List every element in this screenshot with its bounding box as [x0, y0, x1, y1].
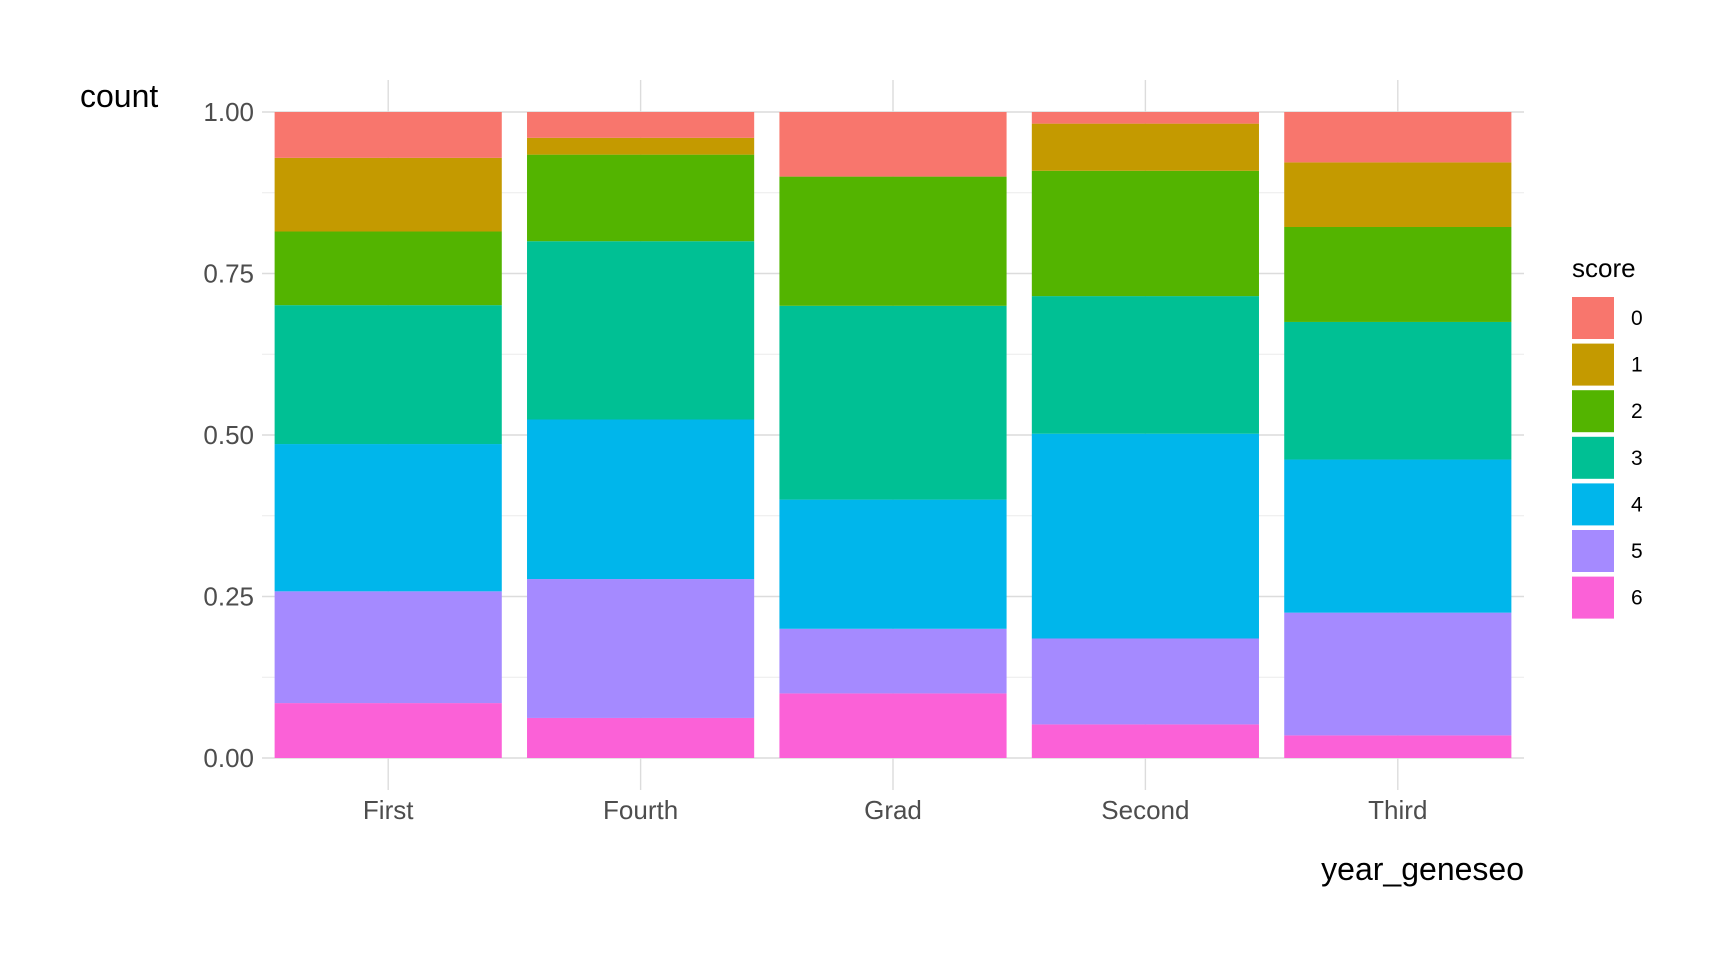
- bar-segment-grad-score-4: [779, 499, 1007, 629]
- legend-title: score: [1572, 253, 1636, 283]
- y-tick-label: 0.25: [203, 582, 254, 612]
- bar-segment-third-score-3: [1284, 321, 1512, 460]
- legend-label: 4: [1631, 493, 1643, 516]
- legend-label: 0: [1631, 307, 1643, 330]
- bar-segment-fourth-score-5: [527, 579, 755, 718]
- legend-key-0: [1572, 297, 1614, 339]
- bar-segment-grad-score-6: [779, 693, 1007, 758]
- bar-segment-second-score-6: [1031, 724, 1259, 758]
- y-tick-label: 0.75: [203, 259, 254, 289]
- bar-segment-fourth-score-6: [527, 717, 755, 758]
- x-tick-label: Second: [1101, 795, 1189, 825]
- bar-segment-third-score-0: [1284, 112, 1512, 163]
- bar-segment-fourth-score-2: [527, 154, 755, 242]
- x-tick-label: Third: [1368, 795, 1427, 825]
- y-axis-title: count: [80, 78, 158, 114]
- y-tick-label: 0.00: [203, 743, 254, 773]
- bar-segment-fourth-score-4: [527, 419, 755, 580]
- legend-label: 3: [1631, 447, 1643, 470]
- x-axis-ticks: First Fourth Grad Second Third: [363, 795, 1427, 825]
- y-tick-label: 1.00: [203, 97, 254, 127]
- bar-segment-second-score-3: [1031, 296, 1259, 434]
- legend-label: 2: [1631, 400, 1643, 423]
- legend-label: 1: [1631, 354, 1643, 377]
- bar-segment-first-score-1: [274, 157, 502, 232]
- legend-key-3: [1572, 436, 1614, 479]
- x-tick-label: Grad: [864, 795, 922, 825]
- bar-segment-grad-score-0: [779, 112, 1007, 177]
- legend-key-2: [1572, 390, 1614, 433]
- bar-segment-second-score-2: [1031, 170, 1259, 297]
- bar-segment-first-score-0: [274, 112, 502, 158]
- bar-segment-third-score-6: [1284, 735, 1512, 758]
- bar-segment-third-score-1: [1284, 162, 1512, 227]
- x-tick-label: First: [363, 795, 414, 825]
- bar-segment-second-score-0: [1031, 112, 1259, 124]
- bar-segment-second-score-4: [1031, 433, 1259, 639]
- bars: [274, 112, 1512, 758]
- y-tick-label: 0.50: [203, 420, 254, 450]
- bar-segment-grad-score-3: [779, 305, 1007, 500]
- bar-segment-third-score-4: [1284, 459, 1512, 613]
- bar-segment-first-score-5: [274, 591, 502, 704]
- bar-segment-second-score-1: [1031, 123, 1259, 171]
- bar-segment-fourth-score-3: [527, 241, 755, 420]
- bar-segment-first-score-2: [274, 231, 502, 306]
- bar-segment-third-score-2: [1284, 226, 1512, 322]
- x-axis-title: year_geneseo: [1321, 851, 1524, 887]
- bar-segment-first-score-3: [274, 305, 502, 445]
- bar-segment-first-score-6: [274, 703, 502, 758]
- bar-segment-third-score-5: [1284, 612, 1512, 736]
- legend-label: 6: [1631, 587, 1643, 610]
- x-tick-label: Fourth: [603, 795, 678, 825]
- bar-segment-grad-score-5: [779, 628, 1007, 694]
- y-axis-ticks: 0.00 0.25 0.50 0.75 1.00: [203, 97, 254, 773]
- bar-segment-grad-score-2: [779, 176, 1007, 306]
- legend-key-5: [1572, 530, 1614, 572]
- legend-label: 5: [1631, 540, 1643, 563]
- bar-segment-first-score-4: [274, 444, 502, 592]
- legend: score 0 1 2 3 4 5 6: [1572, 253, 1643, 619]
- bar-segment-fourth-score-1: [527, 137, 755, 155]
- bar-segment-second-score-5: [1031, 638, 1259, 725]
- legend-key-6: [1572, 576, 1614, 619]
- legend-key-4: [1572, 483, 1614, 526]
- legend-key-1: [1572, 343, 1614, 386]
- bar-segment-fourth-score-0: [527, 112, 755, 138]
